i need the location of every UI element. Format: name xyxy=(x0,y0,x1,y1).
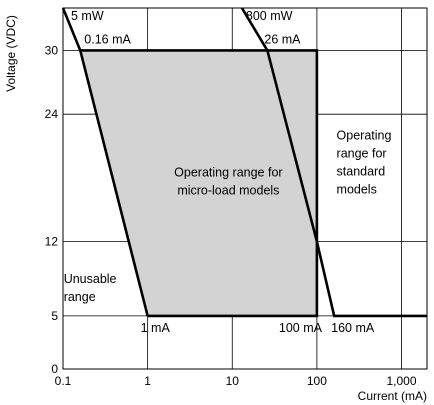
regions xyxy=(80,50,317,316)
y-axis-title: Voltage (VDC) xyxy=(4,15,18,92)
annotation-models: models xyxy=(337,183,377,197)
y-tick-labels: 0 5 12 24 30 xyxy=(45,43,59,376)
annotation-100-ma: 100 mA xyxy=(279,321,323,335)
x-tick-label-0-1: 0.1 xyxy=(55,374,72,388)
annotation-1-ma: 1 mA xyxy=(141,321,171,335)
annotation-range: range xyxy=(64,290,96,304)
x-tick-label-1-000: 1,000 xyxy=(387,374,417,388)
annotation-operating-range-for: Operating range for xyxy=(174,166,282,180)
annotations: 5 mW 800 mW 0.16 mA 26 mA 1 mA 100 mA 160 mA Un… xyxy=(64,9,392,335)
x-tick-label-10: 10 xyxy=(226,374,240,388)
x-axis-title: Current (mA) xyxy=(358,389,427,403)
x-tick-label-1: 1 xyxy=(144,374,151,388)
annotation-unusable: Unusable xyxy=(64,272,117,286)
plot-border xyxy=(62,7,428,370)
y-tick-label-30: 30 xyxy=(45,43,59,57)
plot-frame xyxy=(62,7,428,370)
annotation-160-ma: 160 mA xyxy=(331,321,375,335)
y-tick-label-12: 12 xyxy=(45,235,59,249)
x-tick-labels: 0.1 1 10 100 1,000 xyxy=(55,374,417,388)
line-micro-load-boundary xyxy=(80,49,319,318)
annotation-standard: standard xyxy=(337,165,386,179)
y-tick-label-0: 0 xyxy=(51,362,58,376)
annotation-micro-load-models: micro-load models xyxy=(177,184,279,198)
region-operating-range-for-micro-load-models xyxy=(80,50,317,316)
y-tick-label-5: 5 xyxy=(51,309,58,323)
label-5-mw: 5 mW xyxy=(71,9,104,23)
annotation-26-ma: 26 mA xyxy=(264,32,301,46)
annotation-operating: Operating xyxy=(337,128,392,142)
y-tick-label-24: 24 xyxy=(45,107,59,121)
x-tick-label-100: 100 xyxy=(307,374,327,388)
annotation-0-16-ma: 0.16 mA xyxy=(84,32,131,46)
annotation-range-for: range for xyxy=(337,146,387,160)
label-800-mw: 800 mW xyxy=(246,9,293,23)
series-lines xyxy=(61,7,427,318)
